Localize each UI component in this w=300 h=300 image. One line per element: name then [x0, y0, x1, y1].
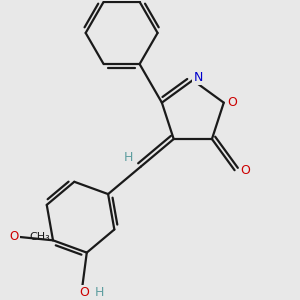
Text: CH₃: CH₃ — [29, 232, 50, 242]
Text: H: H — [124, 152, 134, 164]
Text: O: O — [227, 96, 237, 109]
Text: H: H — [95, 286, 104, 298]
Text: O: O — [79, 286, 89, 298]
Text: N: N — [193, 71, 203, 84]
Text: O: O — [10, 230, 19, 243]
Text: O: O — [240, 164, 250, 177]
